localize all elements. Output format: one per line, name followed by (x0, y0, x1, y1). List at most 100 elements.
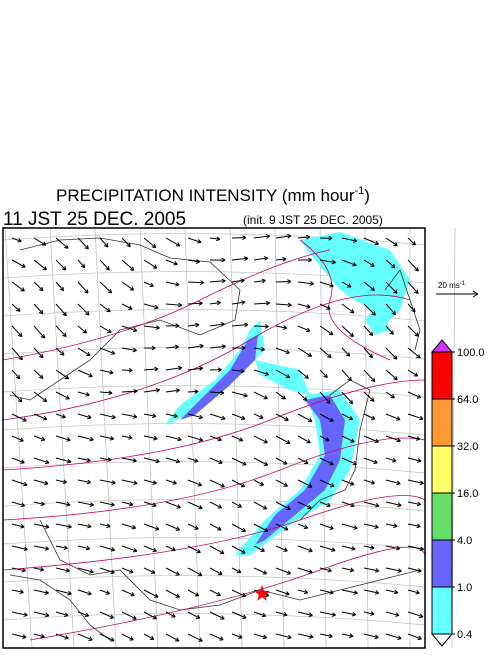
wind-arrow (11, 567, 26, 573)
wind-arrow (231, 322, 249, 328)
wind-arrow (253, 523, 269, 532)
wind-arrow (55, 611, 69, 617)
wind-arrow (209, 278, 226, 284)
wind-arrow (165, 388, 180, 393)
wind-arrow (319, 325, 334, 336)
wind-arrow (253, 567, 268, 575)
wind-arrow (341, 259, 357, 267)
wind-arrow (385, 391, 395, 399)
wind-arrow (121, 325, 138, 333)
wind-arrow (33, 413, 48, 421)
wind-arrow (363, 479, 376, 485)
wind-arrow (407, 633, 422, 641)
wind-arrow (253, 369, 270, 376)
wind-arrow (209, 545, 225, 555)
wind-arrow (231, 633, 243, 639)
wind-arrow (121, 457, 137, 463)
wind-arrow (77, 281, 89, 294)
wind-arrow (143, 501, 157, 508)
wind-arrow (253, 256, 269, 261)
wind-arrow (121, 589, 135, 597)
wind-arrow (407, 237, 416, 246)
wind-arrow (99, 347, 116, 355)
location-star (254, 585, 270, 601)
wind-arrow (209, 479, 225, 488)
wind-arrow (165, 611, 176, 618)
wind-arrow (187, 589, 200, 597)
wind-arrow (363, 633, 379, 640)
wind-arrow (209, 523, 222, 531)
wind-arrow (363, 611, 375, 616)
wind-arrow (231, 368, 245, 374)
wind-arrow (143, 303, 159, 310)
wind-arrow (99, 413, 116, 420)
wind-arrow (341, 567, 355, 573)
wind-arrow (209, 300, 221, 306)
wind-arrow (55, 589, 72, 596)
wind-arrow (187, 435, 204, 442)
wind-arrow (55, 391, 70, 400)
wind-arrow (33, 611, 50, 618)
wind-arrow (297, 303, 311, 309)
wind-arrow (297, 501, 312, 509)
wind-arrow (143, 325, 160, 330)
wind-arrow (319, 435, 330, 442)
wind-arrow (33, 391, 48, 403)
wind-arrow (11, 501, 26, 508)
wind-arrow (11, 303, 21, 312)
wind-arrow (253, 633, 268, 640)
wind-arrow (55, 347, 65, 356)
colorbar-label: 1.0 (457, 582, 472, 594)
wind-arrow (253, 234, 271, 239)
wind-arrow (187, 545, 201, 554)
title-text: PRECIPITATION INTENSITY (mm hour (56, 186, 355, 205)
wind-arrow (341, 435, 355, 443)
wind-arrow (99, 501, 115, 507)
wind-arrow (341, 589, 358, 595)
wind-arrow (319, 303, 331, 310)
wind-arrow (407, 479, 424, 486)
wind-arrow (33, 589, 49, 595)
wind-arrow (55, 325, 67, 338)
wind-arrow (187, 611, 201, 619)
wind-arrow (385, 457, 397, 463)
wind-arrow (385, 523, 398, 528)
wind-arrow (253, 346, 265, 352)
wind-arrow (33, 369, 44, 379)
colorbar-label: 16.0 (457, 488, 478, 500)
wind-arrow (77, 545, 91, 551)
wind-arrow (121, 347, 137, 353)
wind-arrow (143, 366, 159, 372)
wind-arrow (363, 589, 380, 595)
wind-arrow (11, 325, 23, 338)
colorbar-segment (431, 398, 453, 447)
wind-arrow (319, 611, 336, 617)
wind-arrow (341, 523, 358, 530)
wind-arrow (275, 279, 292, 284)
wind-arrow (385, 611, 400, 617)
wind-arrow (99, 479, 116, 485)
wind-arrow (341, 369, 352, 382)
wind-arrow (297, 589, 309, 595)
wind-arrow (77, 611, 90, 618)
isobars (2, 239, 426, 641)
wind-arrow (385, 589, 399, 595)
wind-arrow (275, 369, 291, 379)
wind-arrow (297, 611, 313, 618)
wind-arrow (275, 347, 290, 355)
wind-arrow (275, 302, 292, 308)
wind-arrow (231, 501, 243, 508)
wind-arrow (77, 479, 92, 485)
wind-arrow (297, 413, 313, 423)
wind-arrow (121, 633, 134, 641)
wind-arrow (209, 435, 222, 442)
wind-arrow (209, 413, 226, 421)
wind-arrow (209, 611, 225, 620)
wind-arrow (187, 501, 203, 510)
wind-arrow (143, 479, 157, 485)
wind-arrow (55, 523, 72, 529)
wind-arrow (55, 303, 67, 317)
wind-arrow (99, 390, 113, 396)
wind-arrow (275, 523, 289, 531)
